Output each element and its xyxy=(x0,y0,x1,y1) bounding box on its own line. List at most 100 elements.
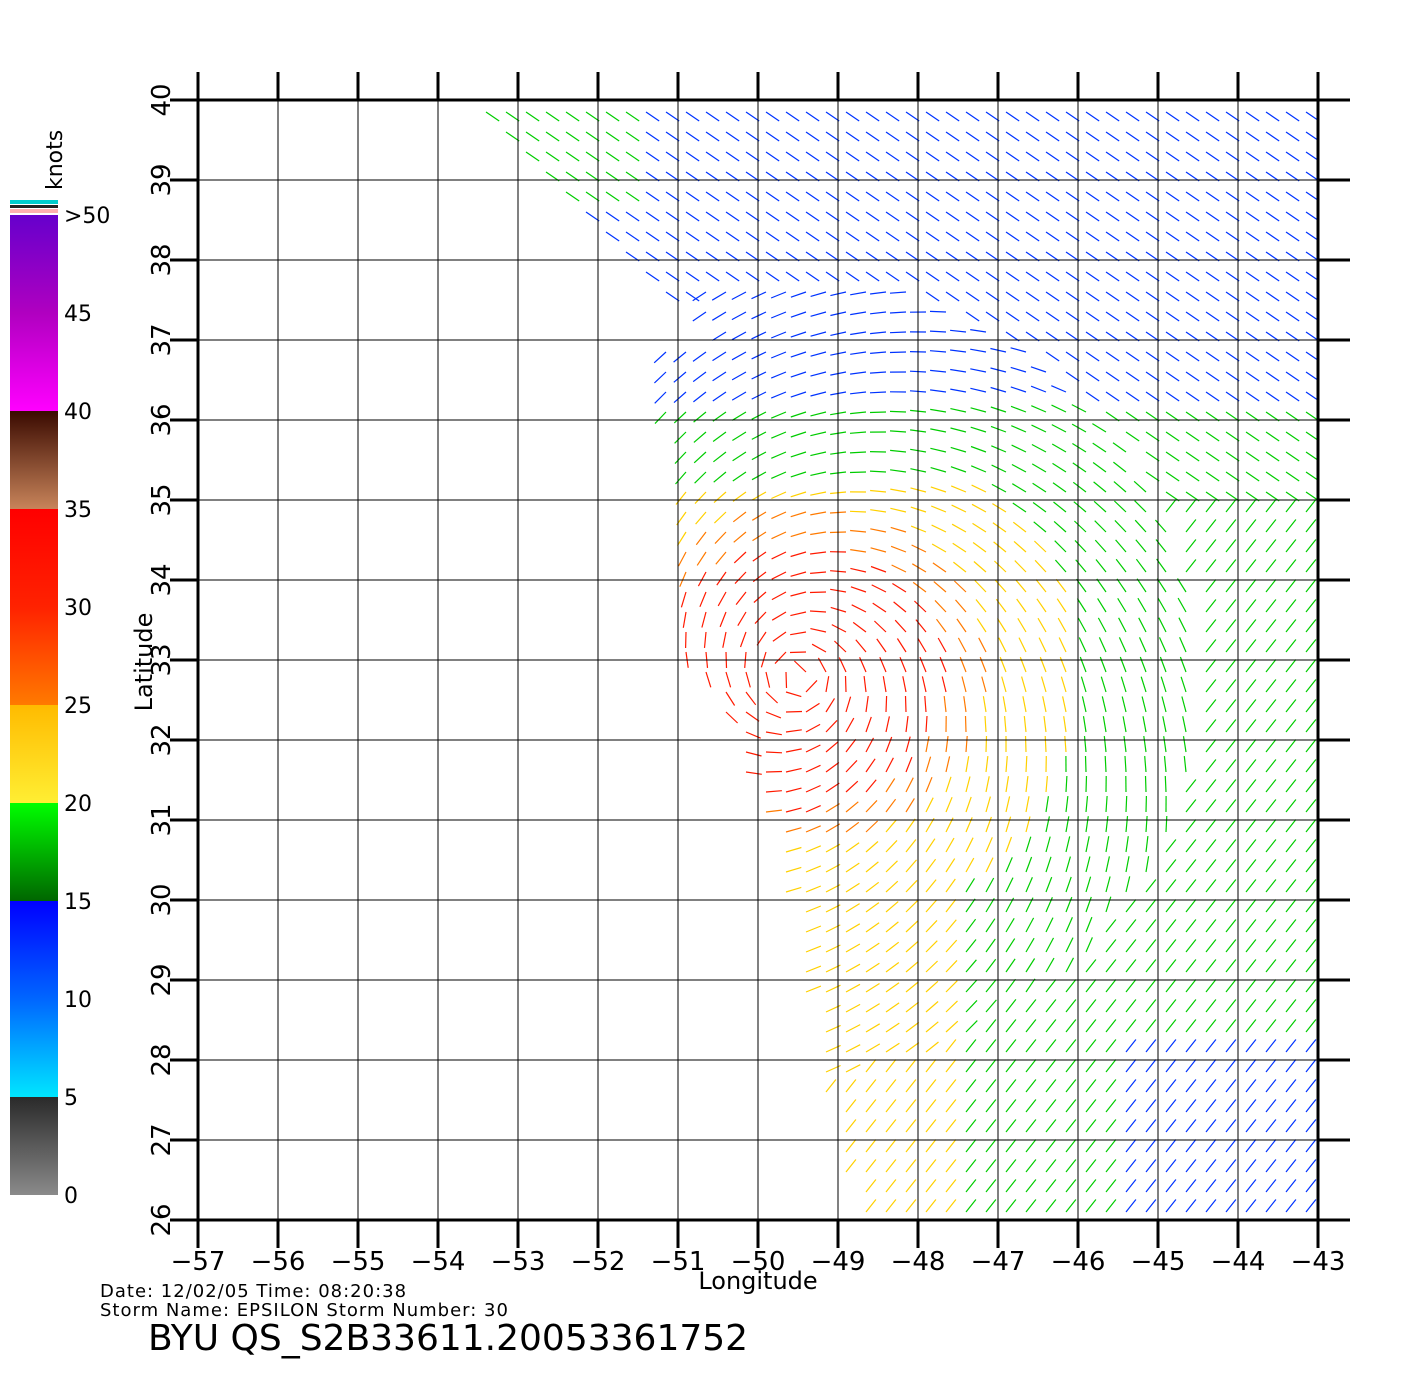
wind-barb xyxy=(1305,679,1317,693)
wind-barb xyxy=(1052,482,1067,493)
wind-barb xyxy=(545,151,560,162)
wind-barb xyxy=(1101,696,1107,713)
wind-barb xyxy=(1245,859,1257,873)
wind-barb xyxy=(1225,371,1240,382)
wind-barb xyxy=(1005,131,1020,142)
wind-barb xyxy=(885,921,899,933)
wind-barb xyxy=(890,545,907,553)
wind-barb xyxy=(1285,639,1297,653)
wind-barb xyxy=(945,776,952,793)
wind-barb xyxy=(751,291,767,300)
wind-barb xyxy=(1025,816,1031,833)
wind-barb xyxy=(1285,899,1297,913)
wind-barb xyxy=(945,271,960,282)
wind-barb xyxy=(1125,899,1137,913)
wind-barb xyxy=(565,191,580,202)
wind-barb xyxy=(1265,271,1280,282)
wind-barb xyxy=(1225,899,1237,913)
wind-barb xyxy=(585,111,600,122)
wind-barb xyxy=(485,111,500,122)
wind-barb xyxy=(904,695,907,713)
wind-barb xyxy=(1005,211,1020,222)
wind-barb xyxy=(985,1039,997,1053)
lat-tick-label: 38 xyxy=(147,243,177,276)
wind-barb xyxy=(1265,779,1277,793)
wind-barb xyxy=(1205,739,1217,753)
wind-barb xyxy=(732,511,747,523)
wind-barb xyxy=(1285,1119,1297,1133)
wind-barb xyxy=(865,1099,877,1113)
wind-barb xyxy=(925,1199,937,1213)
wind-barb xyxy=(1245,499,1257,513)
wind-barb xyxy=(1165,1059,1177,1073)
wind-barb xyxy=(605,211,620,222)
wind-barb xyxy=(756,631,767,646)
wind-barb xyxy=(1045,131,1060,142)
wind-barb xyxy=(870,291,887,295)
colorbar-label: 40 xyxy=(64,400,92,425)
wind-barb xyxy=(925,736,930,753)
wind-barb xyxy=(885,191,900,202)
wind-barb xyxy=(1145,1059,1157,1073)
wind-barb xyxy=(1065,1099,1077,1113)
wind-barb xyxy=(1085,131,1100,142)
wind-barb xyxy=(865,1003,880,1013)
wind-barb xyxy=(705,151,720,162)
wind-barb xyxy=(1025,856,1033,873)
wind-barb xyxy=(1145,1139,1157,1153)
wind-barb xyxy=(885,1159,897,1173)
wind-barb xyxy=(805,191,820,202)
wind-barb xyxy=(1285,131,1300,142)
wind-barb xyxy=(1125,939,1137,953)
wind-barb xyxy=(1285,599,1297,613)
wind-barb xyxy=(1265,151,1280,162)
wind-barb xyxy=(933,581,947,593)
wind-barb xyxy=(1145,291,1160,302)
wind-barb xyxy=(1225,979,1237,993)
lat-tick-label: 33 xyxy=(147,643,177,676)
wind-barb xyxy=(1125,431,1140,442)
wind-barb xyxy=(1185,191,1200,202)
wind-barb xyxy=(696,551,707,566)
wind-barb xyxy=(565,111,580,122)
wind-barb xyxy=(1045,1019,1057,1033)
wind-barb xyxy=(1165,499,1177,513)
wind-barb xyxy=(850,371,867,375)
wind-barb xyxy=(925,191,940,202)
wind-barb xyxy=(731,411,747,421)
wind-barb xyxy=(725,271,740,282)
wind-barb xyxy=(654,411,667,425)
wind-barb xyxy=(1156,578,1167,593)
wind-barb xyxy=(1163,756,1167,773)
wind-barb xyxy=(890,526,907,533)
wind-barb xyxy=(725,111,740,122)
wind-barb xyxy=(905,1199,917,1213)
wind-barb xyxy=(1056,598,1067,613)
wind-barb xyxy=(845,231,860,242)
wind-barb xyxy=(1012,521,1027,533)
wind-barb xyxy=(1185,1019,1197,1033)
wind-barb xyxy=(1010,386,1027,393)
wind-barb xyxy=(774,651,787,665)
wind-barb xyxy=(725,671,732,688)
wind-barb xyxy=(930,408,947,413)
wind-barb xyxy=(1205,879,1217,893)
wind-barb xyxy=(1265,391,1280,402)
wind-barb xyxy=(765,671,771,688)
wind-barb xyxy=(1185,1179,1197,1193)
wind-barb xyxy=(925,858,937,873)
wind-barb xyxy=(1144,775,1147,793)
wind-barb xyxy=(1054,559,1067,573)
wind-barb xyxy=(525,111,540,122)
wind-barb xyxy=(1285,391,1300,402)
lat-tick-label: 40 xyxy=(147,83,177,116)
wind-barb xyxy=(751,431,767,440)
wind-barb xyxy=(1205,1119,1217,1133)
wind-barb xyxy=(751,491,767,501)
wind-barb xyxy=(505,111,520,122)
wind-barb xyxy=(771,531,787,540)
wind-barb xyxy=(665,191,680,202)
wind-barb xyxy=(790,591,807,597)
wind-barb xyxy=(912,581,927,593)
wind-barb xyxy=(1245,619,1257,633)
